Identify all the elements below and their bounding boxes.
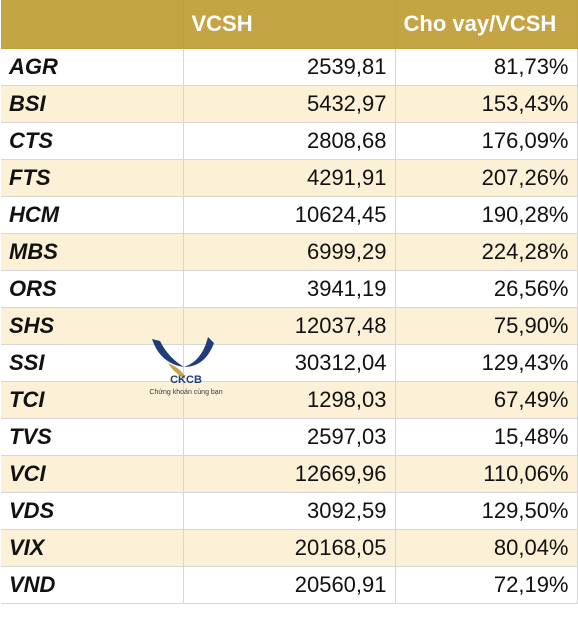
ticker-cell: VIX bbox=[1, 529, 184, 567]
ticker-cell: SHS bbox=[1, 307, 184, 345]
table-row: MBS 6999,29 224,28% bbox=[1, 233, 578, 271]
table-row: FTS 4291,91 207,26% bbox=[1, 159, 578, 197]
table-row: VCI 12669,96 110,06% bbox=[1, 455, 578, 493]
loan-ratio-cell: 207,26% bbox=[395, 159, 578, 197]
header-vcsh: VCSH bbox=[183, 0, 396, 49]
ticker-cell: TVS bbox=[1, 418, 184, 456]
loan-ratio-cell: 129,43% bbox=[395, 344, 578, 382]
ckcb-watermark-logo: CKCB Chứng khoán cùng bạn bbox=[138, 333, 234, 403]
ticker-cell: VCI bbox=[1, 455, 184, 493]
table-row: SHS 12037,48 75,90% bbox=[1, 307, 578, 345]
loan-ratio-cell: 75,90% bbox=[395, 307, 578, 345]
table-row: HCM 10624,45 190,28% bbox=[1, 196, 578, 234]
table-row: VND 20560,91 72,19% bbox=[1, 566, 578, 604]
vcsh-cell: 2597,03 bbox=[183, 418, 396, 456]
loan-ratio-cell: 81,73% bbox=[395, 48, 578, 86]
logo-tagline: Chứng khoán cùng bạn bbox=[149, 389, 223, 396]
vcsh-cell: 2539,81 bbox=[183, 48, 396, 86]
logo-brand-text: CKCB bbox=[170, 374, 202, 386]
vcsh-cell: 6999,29 bbox=[183, 233, 396, 271]
ticker-cell: AGR bbox=[1, 48, 184, 86]
table-row: TVS 2597,03 15,48% bbox=[1, 418, 578, 456]
ticker-cell: BSI bbox=[1, 85, 184, 123]
vcsh-cell: 12669,96 bbox=[183, 455, 396, 493]
loan-ratio-cell: 176,09% bbox=[395, 122, 578, 160]
loan-ratio-cell: 67,49% bbox=[395, 381, 578, 419]
ticker-cell: HCM bbox=[1, 196, 184, 234]
vcsh-cell: 30312,04 bbox=[183, 344, 396, 382]
table-row: ORS 3941,19 26,56% bbox=[1, 270, 578, 308]
vcsh-cell: 20560,91 bbox=[183, 566, 396, 604]
table-row: TCI 1298,03 67,49% bbox=[1, 381, 578, 419]
vcsh-cell: 1298,03 bbox=[183, 381, 396, 419]
data-table: VCSH Cho vay/VCSH AGR 2539,81 81,73% BSI 543… bbox=[1, 0, 578, 604]
loan-ratio-cell: 15,48% bbox=[395, 418, 578, 456]
ticker-cell: CTS bbox=[1, 122, 184, 160]
loan-ratio-cell: 129,50% bbox=[395, 492, 578, 530]
loan-ratio-cell: 224,28% bbox=[395, 233, 578, 271]
vcsh-cell: 5432,97 bbox=[183, 85, 396, 123]
table-row: BSI 5432,97 153,43% bbox=[1, 85, 578, 123]
ticker-cell: ORS bbox=[1, 270, 184, 308]
vcsh-cell: 4291,91 bbox=[183, 159, 396, 197]
table-row: SSI 30312,04 129,43% bbox=[1, 344, 578, 382]
ticker-cell: SSI bbox=[1, 344, 184, 382]
vcsh-cell: 10624,45 bbox=[183, 196, 396, 234]
vcsh-cell: 2808,68 bbox=[183, 122, 396, 160]
vcsh-cell: 12037,48 bbox=[183, 307, 396, 345]
ticker-cell: VND bbox=[1, 566, 184, 604]
vcsh-cell: 20168,05 bbox=[183, 529, 396, 567]
vcsh-cell: 3092,59 bbox=[183, 492, 396, 530]
header-row: VCSH Cho vay/VCSH bbox=[1, 0, 578, 49]
loan-ratio-cell: 80,04% bbox=[395, 529, 578, 567]
wing-logo-icon: CKCB bbox=[152, 337, 214, 386]
header-loan-ratio: Cho vay/VCSH bbox=[395, 0, 578, 49]
table-row: AGR 2539,81 81,73% bbox=[1, 48, 578, 86]
table-row: VIX 20168,05 80,04% bbox=[1, 529, 578, 567]
ticker-cell: MBS bbox=[1, 233, 184, 271]
table-row: VDS 3092,59 129,50% bbox=[1, 492, 578, 530]
header-ticker bbox=[1, 0, 184, 49]
loan-ratio-cell: 72,19% bbox=[395, 566, 578, 604]
ticker-cell: FTS bbox=[1, 159, 184, 197]
vcsh-cell: 3941,19 bbox=[183, 270, 396, 308]
loan-ratio-cell: 190,28% bbox=[395, 196, 578, 234]
loan-ratio-cell: 153,43% bbox=[395, 85, 578, 123]
ticker-cell: TCI bbox=[1, 381, 184, 419]
loan-ratio-cell: 26,56% bbox=[395, 270, 578, 308]
loan-ratio-cell: 110,06% bbox=[395, 455, 578, 493]
ticker-cell: VDS bbox=[1, 492, 184, 530]
table-row: CTS 2808,68 176,09% bbox=[1, 122, 578, 160]
